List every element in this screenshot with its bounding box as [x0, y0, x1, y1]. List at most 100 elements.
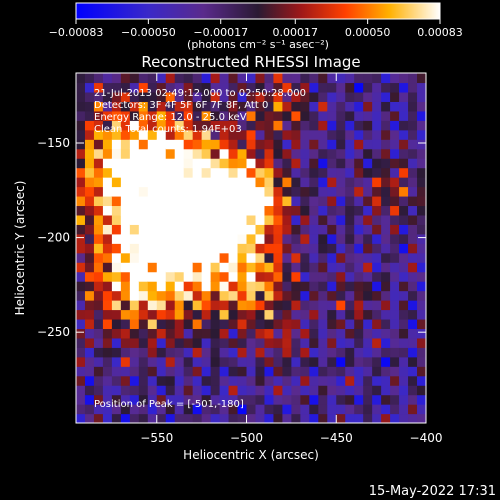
- heatmap-cell: [300, 309, 310, 320]
- heatmap-cell: [174, 73, 185, 84]
- heatmap-cell: [363, 214, 373, 225]
- heatmap-cell: [255, 290, 266, 301]
- heatmap-cell: [363, 233, 373, 244]
- heatmap-cell: [237, 262, 248, 273]
- heatmap-cell: [318, 385, 328, 396]
- heatmap-cell: [219, 82, 230, 93]
- colorbar-tick-label: 0.00017: [273, 26, 319, 39]
- heatmap-cell: [372, 101, 382, 112]
- heatmap-cell: [147, 120, 158, 131]
- heatmap-cells: [76, 73, 426, 423]
- heatmap-cell: [156, 271, 167, 282]
- heatmap-cell: [120, 214, 131, 225]
- heatmap-cell: [76, 375, 86, 386]
- heatmap-cell: [201, 195, 212, 207]
- heatmap-cell: [174, 205, 185, 216]
- heatmap-cell: [129, 129, 140, 140]
- heatmap-cell: [219, 101, 230, 112]
- heatmap-cell: [84, 290, 95, 301]
- heatmap-cell: [228, 205, 239, 216]
- heatmap-cell: [138, 394, 149, 405]
- heatmap-cell: [174, 347, 185, 358]
- heatmap-cell: [183, 281, 194, 292]
- heatmap-cell: [273, 82, 284, 93]
- heatmap-cell: [246, 195, 257, 207]
- heatmap-cell: [237, 252, 248, 263]
- heatmap-cell: [264, 262, 275, 273]
- heatmap-cell: [273, 186, 284, 197]
- heatmap-cell: [84, 375, 95, 386]
- heatmap-cell: [174, 214, 185, 225]
- heatmap-cell: [84, 214, 95, 225]
- heatmap-cell: [147, 347, 158, 358]
- colorbar-tick-label: −0.00083: [49, 26, 104, 39]
- heatmap-cell: [165, 195, 176, 207]
- heatmap-cell: [165, 243, 176, 254]
- heatmap-cell: [327, 91, 337, 102]
- heatmap-cell: [111, 394, 122, 405]
- heatmap-cell: [84, 158, 95, 169]
- heatmap-cell: [399, 290, 409, 301]
- heatmap-cell: [210, 205, 221, 216]
- heatmap-cell: [264, 394, 275, 405]
- heatmap-cell: [399, 252, 409, 263]
- heatmap-cell: [327, 318, 337, 330]
- heatmap-cell: [363, 394, 373, 405]
- heatmap-cell: [183, 271, 194, 282]
- heatmap-cell: [201, 139, 212, 150]
- heatmap-cell: [138, 177, 149, 188]
- heatmap-cell: [246, 366, 257, 377]
- heatmap-cell: [399, 309, 409, 320]
- heatmap-cell: [264, 300, 275, 311]
- heatmap-cell: [327, 233, 337, 244]
- heatmap-cell: [417, 356, 426, 367]
- heatmap-cell: [309, 110, 319, 121]
- heatmap-cell: [219, 262, 230, 273]
- heatmap-cell: [300, 148, 310, 159]
- heatmap-cell: [138, 243, 149, 254]
- heatmap-cell: [120, 73, 131, 84]
- colorbar-gradient: [75, 2, 441, 20]
- heatmap-cell: [417, 101, 426, 112]
- heatmap-cell: [354, 366, 364, 377]
- heatmap-cell: [309, 300, 319, 311]
- heatmap-cell: [327, 214, 337, 225]
- heatmap-cell: [165, 328, 176, 339]
- heatmap-cell: [390, 328, 400, 339]
- heatmap-cell: [399, 394, 409, 405]
- heatmap-cell: [417, 214, 426, 225]
- heatmap-cell: [318, 233, 328, 244]
- heatmap-cell: [93, 252, 104, 263]
- heatmap-cell: [417, 328, 426, 339]
- heatmap-cell: [156, 347, 167, 358]
- heatmap-cell: [156, 375, 167, 386]
- heatmap-cell: [282, 233, 292, 244]
- heatmap-cell: [138, 233, 149, 244]
- heatmap-cell: [309, 375, 319, 386]
- heatmap-cell: [399, 158, 409, 169]
- heatmap-cell: [156, 233, 167, 244]
- x-tick-label: −450: [320, 431, 353, 445]
- heatmap-cell: [129, 262, 140, 273]
- heatmap-cell: [417, 224, 426, 235]
- heatmap-cell: [255, 205, 266, 216]
- heatmap-cell: [111, 271, 122, 282]
- heatmap-cell: [363, 205, 373, 216]
- heatmap-cell: [138, 309, 149, 320]
- heatmap-cell: [219, 394, 230, 405]
- heatmap-cell: [174, 404, 185, 415]
- heatmap-cell: [282, 413, 292, 423]
- heatmap-cell: [345, 271, 355, 282]
- heatmap-cell: [76, 110, 86, 121]
- heatmap-cell: [237, 91, 248, 102]
- heatmap-cell: [111, 347, 122, 358]
- heatmap-cell: [255, 233, 266, 244]
- heatmap-cell: [201, 290, 212, 301]
- heatmap-cell: [102, 385, 113, 396]
- heatmap-cell: [93, 167, 104, 178]
- heatmap-cell: [174, 300, 185, 311]
- heatmap-cell: [201, 300, 212, 311]
- plot-frame: [75, 72, 427, 424]
- heatmap-cell: [273, 167, 284, 178]
- heatmap-cell: [273, 413, 284, 423]
